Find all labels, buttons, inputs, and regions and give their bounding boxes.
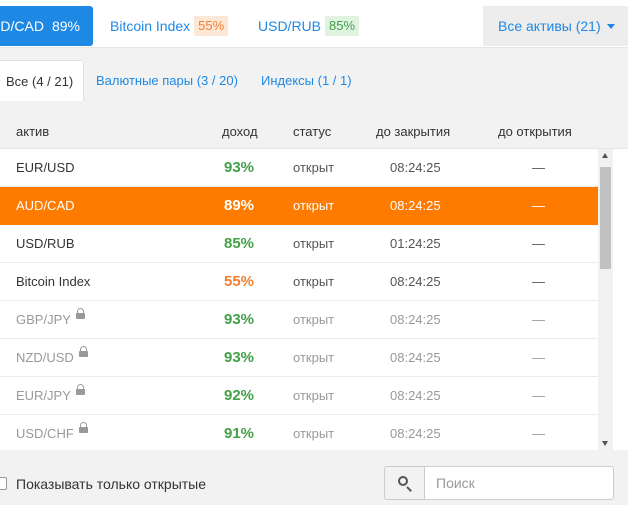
tab-asset-usd-rub[interactable]: USD/RUB 85% [258, 6, 360, 46]
asset-time-to-close: 08:24:25 [390, 426, 441, 441]
asset-time-to-close: 08:24:25 [390, 350, 441, 365]
tab-asset-label: Bitcoin Index [110, 18, 191, 34]
tab-asset-pct: 89% [51, 18, 80, 34]
filter-tab-indices[interactable]: Индексы (1 / 1) [261, 73, 352, 88]
table-row-selected[interactable]: AUD/CAD 89% открыт 08:24:25 — [0, 187, 598, 225]
asset-time-to-open: — [532, 388, 545, 403]
all-assets-dropdown[interactable]: Все активы (21) [483, 6, 628, 46]
table-row-locked[interactable]: GBP/JPY 93% открыт 08:24:25 — [0, 301, 598, 339]
scrollbar-thumb[interactable] [600, 167, 611, 269]
asset-status: открыт [293, 388, 335, 403]
asset-profit: 93% [224, 311, 255, 328]
asset-name: NZD/USD [16, 350, 74, 365]
asset-table: EUR/USD 93% открыт 08:24:25 — AUD/CAD 89… [0, 149, 598, 450]
table-scrollbar[interactable] [598, 149, 613, 450]
asset-status: открыт [293, 426, 335, 441]
asset-time-to-close: 08:24:25 [390, 388, 441, 403]
tab-asset-pct-badge: 55% [194, 16, 229, 37]
table-footer: Показывать только открытые [0, 450, 628, 505]
asset-status: открыт [293, 236, 335, 251]
table-header: актив доход статус до закрытия до открыт… [0, 101, 628, 149]
asset-name: USD/RUB [16, 236, 75, 251]
column-header-asset[interactable]: актив [16, 124, 50, 139]
lock-icon [78, 422, 88, 433]
asset-status: открыт [293, 160, 335, 175]
table-row-locked[interactable]: EUR/JPY 92% открыт 08:24:25 — [0, 377, 598, 415]
asset-name: GBP/JPY [16, 312, 71, 327]
asset-name-cell: EUR/JPY [16, 377, 85, 415]
show-open-only-checkbox[interactable] [0, 477, 7, 490]
asset-name-cell: NZD/USD [16, 339, 88, 377]
asset-time-to-open: — [532, 426, 545, 441]
tab-asset-label: USD/RUB [258, 18, 322, 34]
search-input[interactable] [424, 466, 614, 500]
lock-icon [75, 384, 85, 395]
asset-name: EUR/USD [16, 160, 75, 175]
asset-status: открыт [293, 198, 335, 213]
lock-icon [78, 346, 88, 357]
asset-profit: 93% [224, 159, 255, 176]
asset-profit: 93% [224, 349, 255, 366]
column-header-profit[interactable]: доход [222, 124, 258, 139]
table-row[interactable]: EUR/USD 93% открыт 08:24:25 — [0, 149, 598, 187]
tab-asset-bitcoin-index[interactable]: Bitcoin Index 55% [110, 6, 229, 46]
column-header-status[interactable]: статус [293, 124, 332, 139]
asset-time-to-close: 01:24:25 [390, 236, 441, 251]
search-icon [398, 476, 408, 486]
asset-time-to-close: 08:24:25 [390, 312, 441, 327]
asset-time-to-open: — [532, 350, 545, 365]
scroll-up-arrow-icon[interactable] [602, 153, 608, 158]
tab-active-asset[interactable]: AUD/CAD 89% [0, 6, 93, 46]
asset-time-to-close: 08:24:25 [390, 160, 441, 175]
asset-time-to-close: 08:24:25 [390, 274, 441, 289]
table-row[interactable]: Bitcoin Index 55% открыт 08:24:25 — [0, 263, 598, 301]
asset-status: открыт [293, 312, 335, 327]
asset-status: открыт [293, 274, 335, 289]
filter-tab-currency-pairs[interactable]: Валютные пары (3 / 20) [96, 73, 238, 88]
asset-profit: 91% [224, 425, 255, 442]
asset-name: AUD/CAD [16, 198, 75, 213]
asset-time-to-open: — [532, 274, 545, 289]
asset-status: открыт [293, 350, 335, 365]
chevron-down-icon [606, 23, 615, 29]
asset-profit: 92% [224, 387, 255, 404]
asset-name-cell: GBP/JPY [16, 301, 85, 339]
filter-tab-bar: Все (4 / 21) Валютные пары (3 / 20) Инде… [0, 48, 628, 101]
search-button[interactable] [384, 466, 424, 500]
search-icon-handle [406, 486, 412, 492]
asset-time-to-close: 08:24:25 [390, 198, 441, 213]
scroll-down-arrow-icon[interactable] [602, 441, 608, 446]
asset-time-to-open: — [532, 236, 545, 251]
asset-time-to-open: — [532, 160, 545, 175]
column-header-time-to-close[interactable]: до закрытия [376, 124, 451, 139]
asset-time-to-open: — [532, 198, 545, 213]
tab-asset-label: AUD/CAD [0, 18, 44, 34]
asset-name-cell: USD/CHF [16, 415, 88, 450]
asset-name: Bitcoin Index [16, 274, 91, 289]
asset-profit: 89% [224, 197, 255, 214]
tab-asset-pct-badge: 85% [325, 16, 360, 37]
asset-name: USD/CHF [16, 426, 74, 441]
table-row[interactable]: USD/RUB 85% открыт 01:24:25 — [0, 225, 598, 263]
column-header-time-to-open[interactable]: до открытия [498, 124, 572, 139]
table-row-locked[interactable]: NZD/USD 93% открыт 08:24:25 — [0, 339, 598, 377]
show-open-only-label[interactable]: Показывать только открытые [16, 476, 207, 492]
asset-time-to-open: — [532, 312, 545, 327]
table-row-locked[interactable]: USD/CHF 91% открыт 08:24:25 — [0, 415, 598, 450]
asset-profit: 85% [224, 235, 255, 252]
filter-tab-all[interactable]: Все (4 / 21) [0, 60, 84, 101]
lock-icon [75, 308, 85, 319]
all-assets-label: Все активы (21) [498, 18, 601, 34]
asset-name: EUR/JPY [16, 388, 71, 403]
asset-profit: 55% [224, 273, 255, 290]
